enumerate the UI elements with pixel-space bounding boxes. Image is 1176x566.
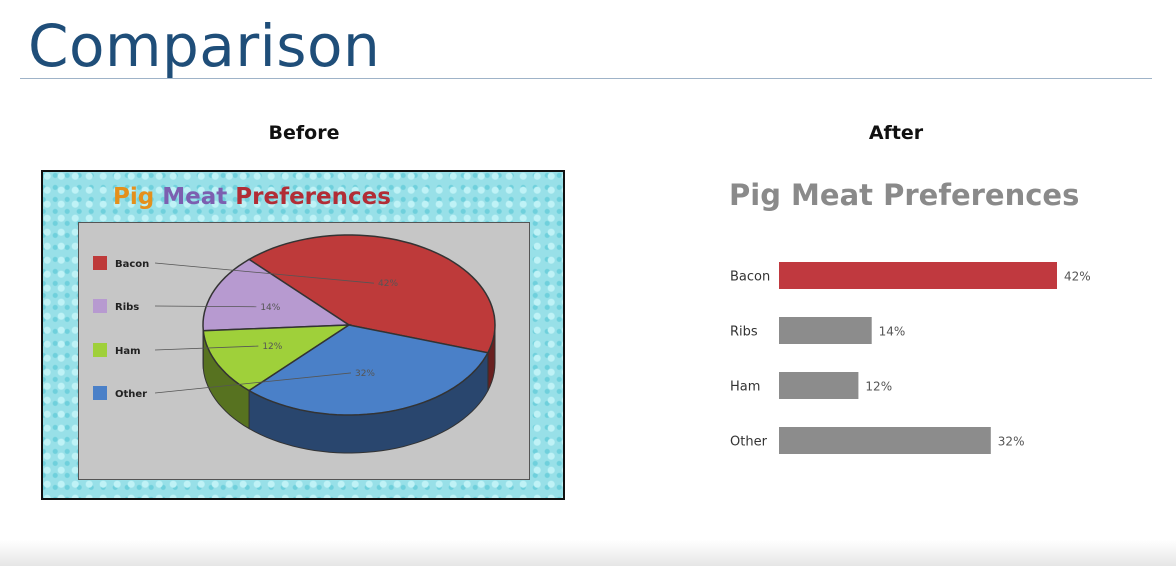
before-chart-frame: Pig Meat Preferences Bacon 42% Ribs 14% Ham 1…: [41, 170, 565, 500]
legend-label-ham: Ham: [115, 346, 141, 357]
title-word-meat: Meat: [162, 184, 228, 210]
legend-label-bacon: Bacon: [115, 259, 149, 270]
pie-slice-other: [247, 324, 490, 416]
bar-other: [779, 427, 991, 454]
title-word-preferences: Preferences: [235, 184, 391, 210]
after-heading: After: [868, 122, 924, 144]
leader-line-other: [154, 372, 352, 394]
slide-title: Comparison: [28, 12, 381, 80]
data-label-bacon: 42%: [378, 279, 398, 289]
bottom-shade: [0, 540, 1176, 566]
title-divider: [20, 78, 1152, 79]
data-label-ribs: 14%: [260, 303, 280, 313]
pie-chart: Bacon 42% Ribs 14% Ham 12% Other 32%: [93, 234, 496, 454]
pie-slice-bacon: [247, 234, 496, 354]
leader-line-bacon: [154, 262, 375, 284]
legend-label-ribs: Ribs: [115, 302, 139, 313]
data-label-ham: 12%: [262, 342, 282, 352]
bar-bacon: [779, 262, 1057, 289]
title-word-pig: Pig: [113, 184, 155, 210]
bar-category-bacon: Bacon: [730, 270, 770, 285]
legend-swatch-bacon: [93, 256, 107, 270]
bar-value-bacon: 42%: [1064, 270, 1091, 284]
bar-ribs: [779, 317, 872, 344]
bar-value-ham: 12%: [865, 380, 892, 394]
before-chart-title: Pig Meat Preferences: [113, 184, 391, 210]
bar-ham: [779, 372, 859, 399]
legend-label-other: Other: [115, 389, 147, 400]
leader-line-ham: [154, 345, 259, 351]
bar-value-ribs: 14%: [879, 325, 906, 339]
bar-category-other: Other: [730, 435, 768, 450]
bar-value-other: 32%: [998, 435, 1025, 449]
before-heading: Before: [268, 122, 340, 144]
bar-category-ham: Ham: [730, 380, 760, 395]
data-label-other: 32%: [355, 369, 375, 379]
pie-slice-ribs: [202, 258, 352, 332]
bar-chart: Bacon 42% Ribs 14% Ham 12% Other 32%: [730, 262, 1091, 454]
before-plot-area: Bacon 42% Ribs 14% Ham 12% Other 32%: [78, 222, 530, 480]
legend-swatch-other: [93, 386, 107, 400]
after-chart-title: Pig Meat Preferences: [729, 178, 1080, 212]
legend-swatch-ribs: [93, 299, 107, 313]
bar-category-ribs: Ribs: [730, 325, 758, 340]
leader-line-ribs: [154, 305, 257, 308]
legend-swatch-ham: [93, 343, 107, 357]
